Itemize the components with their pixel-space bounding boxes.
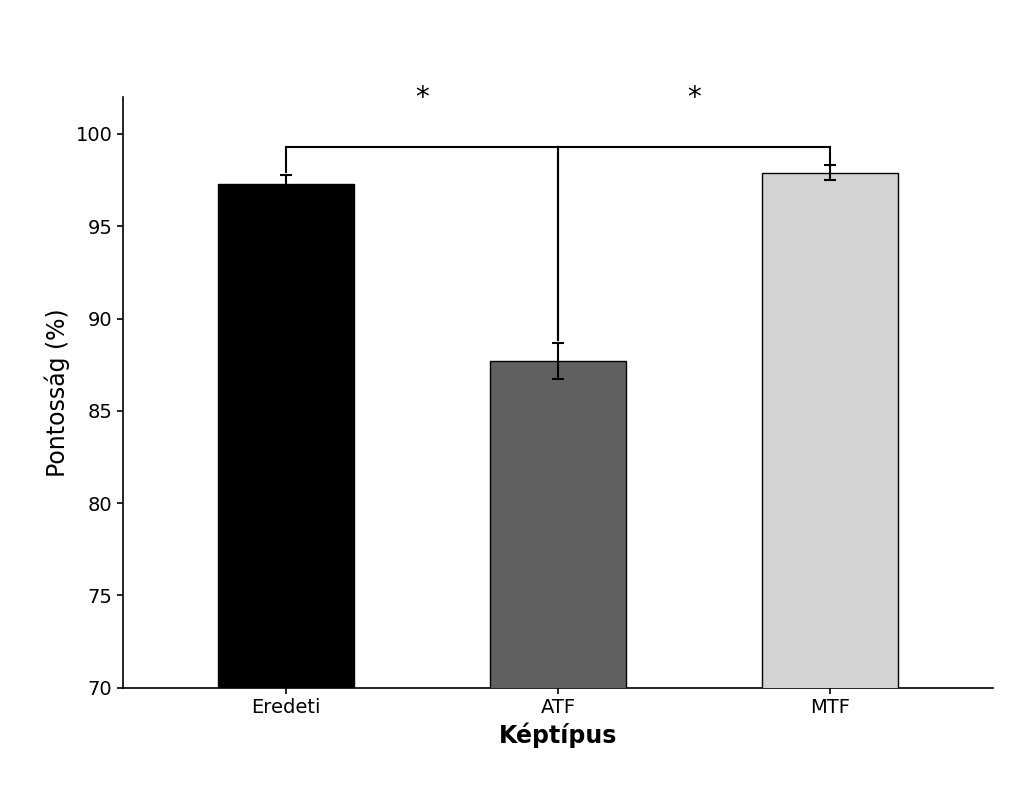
Text: *: * <box>415 84 429 112</box>
Bar <box>762 173 898 809</box>
Bar <box>218 184 354 809</box>
Y-axis label: Pontosság (%): Pontosság (%) <box>44 308 70 477</box>
X-axis label: Képtípus: Képtípus <box>499 722 617 748</box>
Bar <box>490 361 626 809</box>
Text: *: * <box>687 84 701 112</box>
